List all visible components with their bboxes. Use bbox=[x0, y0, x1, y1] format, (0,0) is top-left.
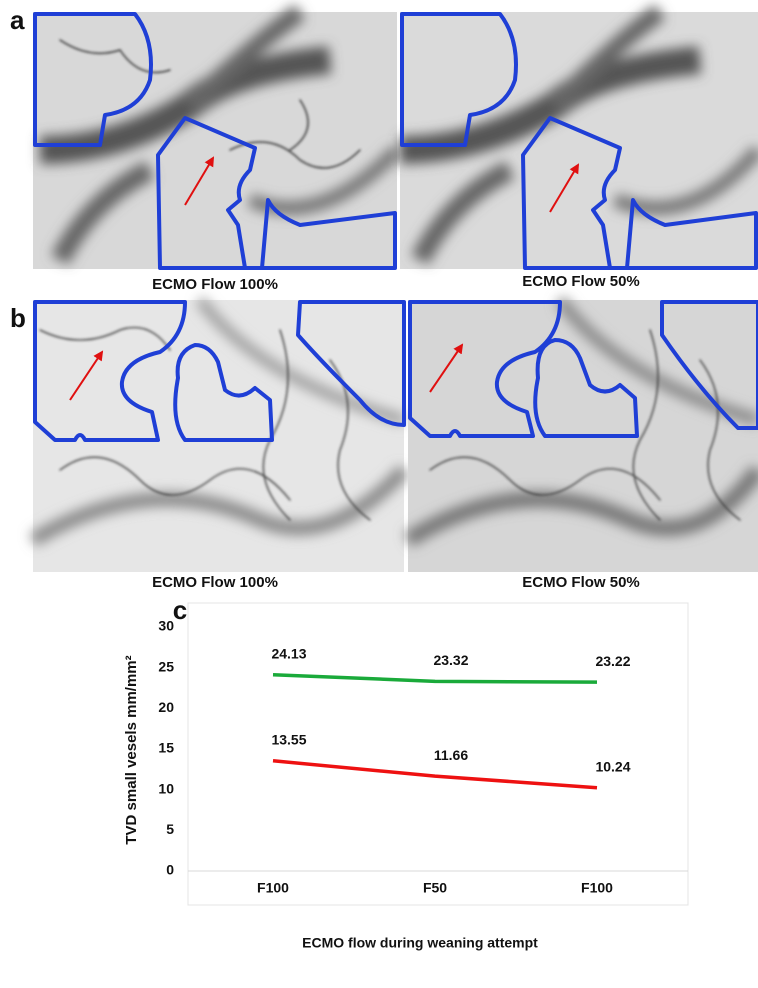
value-label: 23.32 bbox=[433, 652, 468, 668]
value-label: 23.22 bbox=[595, 653, 630, 669]
micro-image bbox=[400, 12, 758, 269]
micro-image bbox=[33, 12, 397, 269]
value-label: 11.66 bbox=[434, 747, 468, 763]
panel-caption: ECMO Flow 50% bbox=[522, 273, 640, 290]
y-tick-label: 10 bbox=[158, 780, 174, 796]
value-label: 24.13 bbox=[271, 645, 306, 661]
panel-caption: ECMO Flow 100% bbox=[152, 574, 278, 591]
y-tick-label: 15 bbox=[158, 740, 174, 756]
value-label: 13.55 bbox=[271, 731, 306, 747]
x-tick-label: F100 bbox=[581, 880, 613, 896]
panel-label: a bbox=[10, 5, 25, 35]
y-tick-label: 5 bbox=[166, 821, 174, 837]
plot: 0 5 10 15 20 25 30 F100 F50 F100 24.13 23.32 23.22 13… bbox=[158, 618, 688, 896]
panel-caption: ECMO Flow 100% bbox=[152, 276, 278, 293]
panel-caption: ECMO Flow 50% bbox=[522, 574, 640, 591]
series-line bbox=[273, 761, 597, 788]
panel-label: c bbox=[173, 595, 187, 625]
figure: a ECMO Flow 100% ECMO Flow 50% bbox=[0, 0, 758, 988]
series-line bbox=[273, 675, 597, 682]
x-tick-label: F100 bbox=[257, 880, 289, 896]
y-tick-label: 0 bbox=[166, 862, 174, 878]
x-tick-label: F50 bbox=[423, 880, 447, 896]
y-tick-label: 25 bbox=[158, 658, 174, 674]
y-tick-label: 30 bbox=[158, 618, 174, 634]
micro-image bbox=[408, 300, 758, 572]
panel-label: b bbox=[10, 303, 26, 333]
y-axis-label: TVD small vesels mm/mm² bbox=[123, 655, 140, 844]
value-label: 10.24 bbox=[595, 758, 630, 774]
y-tick-label: 20 bbox=[158, 699, 174, 715]
micro-image bbox=[33, 300, 404, 572]
x-axis-label: ECMO flow during weaning attempt bbox=[302, 935, 538, 951]
